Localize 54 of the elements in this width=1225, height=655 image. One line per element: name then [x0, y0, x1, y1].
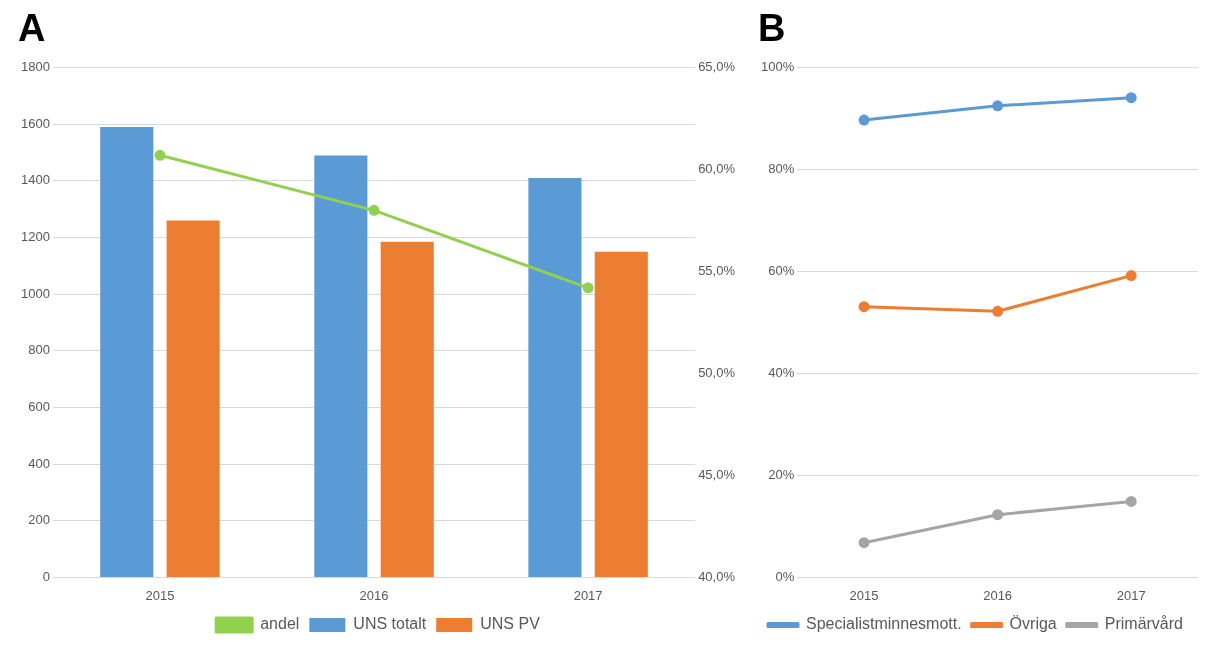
legend-label: Primärvård: [1104, 615, 1183, 633]
legend-label: UNS totalt: [353, 615, 427, 633]
legend-label: Specialistminnesmott.: [806, 615, 962, 633]
y2-tick-label: 40,0%: [698, 568, 736, 584]
x-tick-label: 2016: [983, 587, 1013, 603]
legend-label: andel: [260, 615, 300, 633]
y-tick-label: 400: [28, 455, 50, 471]
point: [1125, 270, 1137, 282]
x-tick-label: 2017: [1116, 587, 1146, 603]
y-tick-label: 100%: [761, 59, 795, 75]
y-tick-label: 1800: [21, 59, 50, 75]
legend-label: Övriga: [1009, 615, 1057, 633]
point: [582, 282, 594, 294]
y-tick-label: 1600: [21, 115, 50, 131]
point: [858, 114, 870, 126]
y2-tick-label: 55,0%: [698, 263, 736, 279]
y-tick-label: 80%: [768, 161, 795, 177]
point: [1125, 495, 1137, 507]
bar: [380, 241, 434, 577]
bar: [166, 220, 220, 577]
y-tick-label: 20%: [768, 467, 795, 483]
x-tick-label: 2015: [849, 587, 879, 603]
point: [992, 509, 1004, 521]
y-tick-label: 60%: [768, 263, 795, 279]
point: [992, 305, 1004, 317]
y-tick-label: 1400: [21, 172, 50, 188]
bar: [594, 251, 648, 577]
chart-title: B: [758, 7, 786, 50]
y2-tick-label: 60,0%: [698, 161, 736, 177]
y-tick-label: 200: [28, 512, 50, 528]
x-tick-label: 2015: [145, 587, 175, 603]
x-tick-label: 2016: [359, 587, 389, 603]
bar: [100, 127, 154, 577]
y-tick-label: 800: [28, 342, 50, 358]
point: [368, 204, 380, 216]
y2-tick-label: 65,0%: [698, 59, 736, 75]
y2-tick-label: 50,0%: [698, 365, 736, 381]
y-tick-label: 0: [42, 568, 50, 584]
y-tick-label: 600: [28, 399, 50, 415]
point: [992, 100, 1004, 112]
legend-label: UNS PV: [480, 615, 541, 633]
y2-tick-label: 45,0%: [698, 467, 736, 483]
bar: [314, 155, 368, 577]
point: [154, 149, 166, 161]
y-tick-label: 0%: [775, 568, 795, 584]
point: [1125, 92, 1137, 104]
point: [858, 537, 870, 549]
x-tick-label: 2017: [573, 587, 603, 603]
y-tick-label: 1000: [21, 285, 50, 301]
y-tick-label: 40%: [768, 365, 795, 381]
bar: [528, 178, 582, 577]
y-tick-label: 1200: [21, 229, 50, 245]
chart-title: A: [18, 7, 46, 50]
point: [858, 301, 870, 313]
